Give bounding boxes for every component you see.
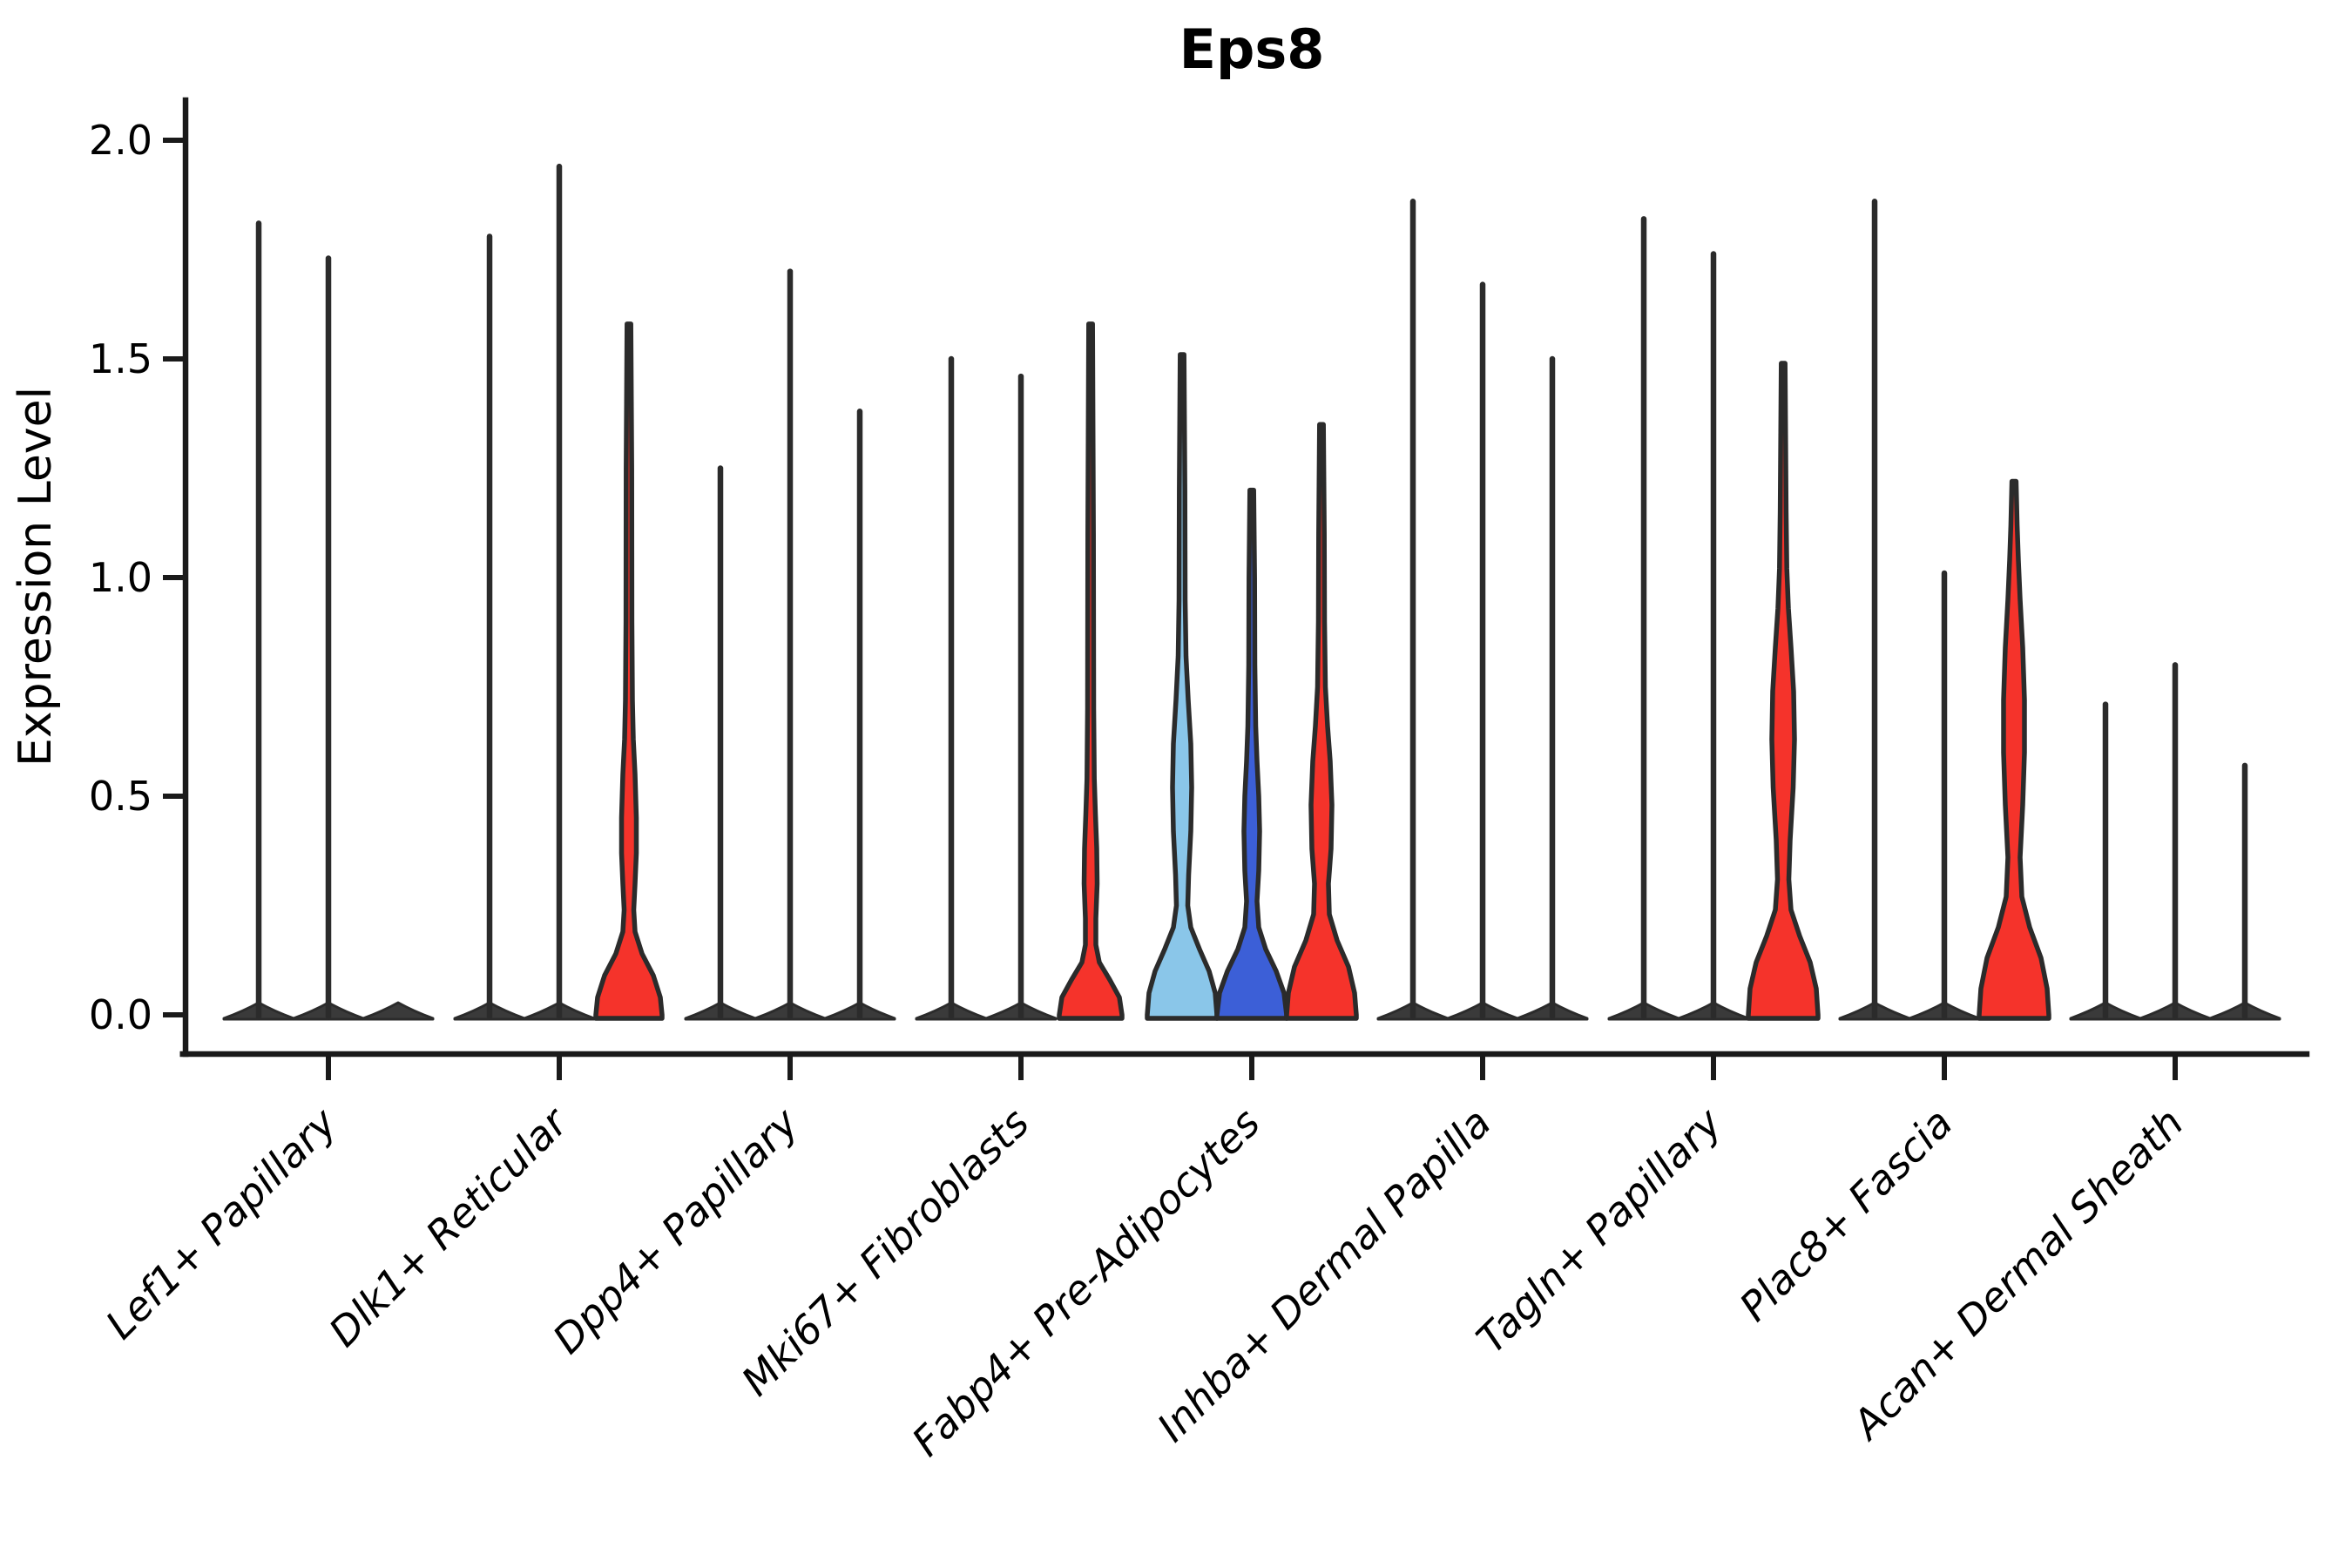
y-tick-label-1.5: 1.5 bbox=[89, 335, 152, 382]
violin-fabp4-pre-adipocytes-1 bbox=[1145, 352, 1220, 1021]
y-tick-label-2.0: 2.0 bbox=[89, 117, 152, 164]
violin-mki67-fibroblasts-3 bbox=[1057, 321, 1125, 1021]
violin-fabp4-pre-adipocytes-3 bbox=[1284, 422, 1359, 1021]
y-tick-label-0.0: 0.0 bbox=[89, 991, 152, 1038]
chart-title: Eps8 bbox=[1179, 17, 1325, 81]
y-tick-label-1.0: 1.0 bbox=[89, 554, 152, 601]
y-axis-label: Expression Level bbox=[10, 387, 62, 767]
violin-tagln-papillary-3 bbox=[1746, 361, 1821, 1021]
y-tick-label-0.5: 0.5 bbox=[89, 773, 152, 820]
violin-fabp4-pre-adipocytes-2 bbox=[1214, 487, 1289, 1021]
violin-plac8-fascia-3 bbox=[1977, 478, 2051, 1021]
violin-base-lef1-papillary-3 bbox=[362, 1001, 435, 1021]
violin-dlk1-reticular-3 bbox=[593, 321, 665, 1021]
